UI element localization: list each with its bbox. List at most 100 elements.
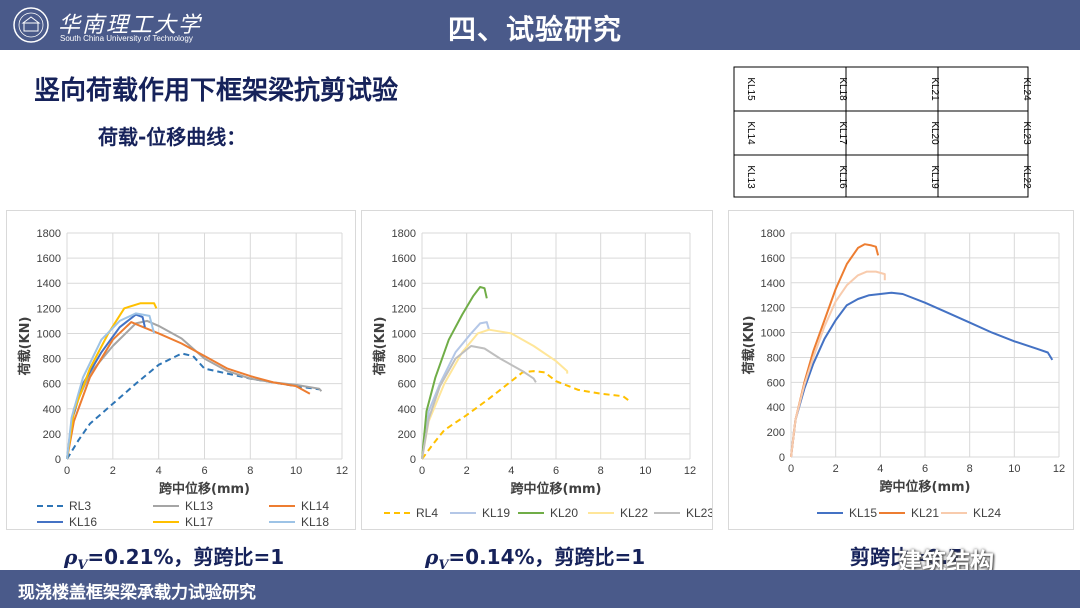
x-tick-label: 0 bbox=[419, 465, 425, 477]
y-tick-label: 1600 bbox=[392, 253, 416, 265]
legend-label-kl24: KL24 bbox=[973, 506, 1001, 520]
rho-symbol: ρ bbox=[425, 545, 439, 569]
beam-label-kl18: KL18 bbox=[837, 77, 848, 101]
plot-area: 0 200 400 600 800 1000 1200 1400 1600 1800 0 2 4 6 8 10… bbox=[392, 228, 697, 477]
legend-label-rl3: RL3 bbox=[69, 499, 91, 513]
y-tick-label: 1000 bbox=[37, 328, 61, 340]
series-line-kl18 bbox=[66, 312, 156, 460]
section-title: 四、试验研究 bbox=[448, 13, 623, 46]
legend-label-kl15: KL15 bbox=[849, 506, 877, 520]
y-tick-label: 0 bbox=[410, 454, 416, 466]
x-tick-label: 4 bbox=[877, 463, 883, 475]
caption-text: =0.21%，剪跨比=1 bbox=[87, 545, 285, 569]
footer-title: 现浇楼盖框架梁承载力试验研究 bbox=[18, 583, 256, 603]
beam-label-kl24: KL24 bbox=[1021, 77, 1032, 101]
y-tick-label: 400 bbox=[398, 404, 416, 416]
series-line-kl21 bbox=[790, 243, 880, 458]
y-tick-label: 1200 bbox=[392, 303, 416, 315]
y-axis-label: 荷载(KN) bbox=[741, 316, 757, 376]
y-axis-label: 荷载(KN) bbox=[372, 317, 388, 377]
caption-text: 剪跨比=0.7 bbox=[850, 545, 963, 569]
x-tick-label: 2 bbox=[833, 463, 839, 475]
x-tick-label: 8 bbox=[247, 465, 253, 477]
legend-label-kl18: KL18 bbox=[301, 515, 329, 529]
y-tick-label: 1800 bbox=[392, 228, 416, 240]
x-tick-label: 10 bbox=[290, 465, 302, 477]
y-tick-label: 1600 bbox=[37, 253, 61, 265]
series-line-rl3 bbox=[66, 352, 320, 460]
series-line-kl17 bbox=[66, 302, 158, 460]
legend-label-kl20: KL20 bbox=[550, 506, 578, 520]
y-tick-label: 1200 bbox=[37, 303, 61, 315]
y-tick-label: 1200 bbox=[761, 303, 785, 315]
series-line-kl24 bbox=[790, 270, 886, 458]
x-tick-label: 10 bbox=[639, 465, 651, 477]
y-tick-label: 600 bbox=[767, 377, 785, 389]
university-name-cn: 华南理工大学 bbox=[58, 13, 203, 38]
x-tick-label: 12 bbox=[684, 465, 696, 477]
y-tick-label: 1800 bbox=[37, 228, 61, 240]
y-tick-label: 600 bbox=[43, 379, 61, 391]
x-tick-label: 0 bbox=[788, 463, 794, 475]
y-tick-label: 200 bbox=[767, 427, 785, 439]
x-tick-label: 8 bbox=[598, 465, 604, 477]
x-tick-label: 12 bbox=[336, 465, 348, 477]
beam-label-kl20: KL20 bbox=[929, 121, 940, 145]
y-tick-label: 400 bbox=[767, 402, 785, 414]
footer-bar: 现浇楼盖框架梁承载力试验研究 bbox=[0, 570, 1080, 608]
caption-chart-3: 剪跨比=0.7 bbox=[850, 541, 962, 570]
x-tick-label: 0 bbox=[64, 465, 70, 477]
series-line-kl19 bbox=[421, 321, 490, 460]
x-tick-label: 8 bbox=[967, 463, 973, 475]
beam-label-kl19: KL19 bbox=[929, 165, 940, 189]
y-tick-label: 800 bbox=[43, 354, 61, 366]
y-tick-label: 1000 bbox=[392, 328, 416, 340]
beam-label-kl17: KL17 bbox=[837, 121, 848, 145]
series-line-kl13 bbox=[66, 319, 323, 460]
load-displacement-chart-1: 0 200 400 600 800 1000 1200 1400 1600 1800 0 2 4 6 8 10… bbox=[6, 210, 356, 530]
y-tick-label: 1400 bbox=[392, 278, 416, 290]
x-tick-label: 12 bbox=[1053, 463, 1065, 475]
beam-label-kl22: KL22 bbox=[1021, 165, 1032, 189]
plot-area: 0 200 400 600 800 1000 1200 1400 1600 1800 0 2 4 6 8 10… bbox=[37, 228, 349, 477]
y-tick-label: 0 bbox=[779, 452, 785, 464]
plot-area: 0 200 400 600 800 1000 1200 1400 1600 1800 0 2 4 6 8 10… bbox=[761, 228, 1066, 475]
x-tick-label: 4 bbox=[508, 465, 514, 477]
legend-label-kl21: KL21 bbox=[911, 506, 939, 520]
y-tick-label: 1400 bbox=[37, 278, 61, 290]
y-tick-label: 1800 bbox=[761, 228, 785, 240]
grid-border bbox=[733, 66, 1029, 198]
y-tick-label: 800 bbox=[767, 352, 785, 364]
y-axis-label: 荷载(KN) bbox=[17, 317, 33, 377]
legend-label-kl22: KL22 bbox=[620, 506, 648, 520]
legend-label-kl16: KL16 bbox=[69, 515, 97, 529]
x-tick-label: 2 bbox=[464, 465, 470, 477]
beam-label-kl16: KL16 bbox=[837, 165, 848, 189]
beam-label-kl13: KL13 bbox=[745, 165, 756, 189]
rho-subscript: V bbox=[77, 558, 88, 573]
series-line-kl14 bbox=[66, 321, 311, 460]
x-tick-label: 6 bbox=[553, 465, 559, 477]
load-displacement-chart-3: 0 200 400 600 800 1000 1200 1400 1600 1800 0 2 4 6 8 10… bbox=[728, 210, 1074, 530]
y-tick-label: 600 bbox=[398, 379, 416, 391]
x-axis-label: 跨中位移(mm) bbox=[159, 481, 250, 497]
series-line-kl20 bbox=[421, 286, 488, 460]
x-tick-label: 6 bbox=[201, 465, 207, 477]
university-seal-icon bbox=[13, 7, 49, 43]
series-line-kl22 bbox=[421, 328, 569, 460]
legend-label-kl23: KL23 bbox=[686, 506, 713, 520]
beam-label-kl21: KL21 bbox=[929, 77, 940, 101]
beam-label-kl15: KL15 bbox=[745, 77, 756, 101]
load-displacement-chart-2: 0 200 400 600 800 1000 1200 1400 1600 1800 0 2 4 6 8 10… bbox=[361, 210, 713, 530]
y-tick-label: 1600 bbox=[761, 253, 785, 265]
rho-symbol: ρ bbox=[64, 545, 78, 569]
legend-label-kl17: KL17 bbox=[185, 515, 213, 529]
x-axis-label: 跨中位移(mm) bbox=[880, 479, 971, 495]
x-tick-label: 2 bbox=[110, 465, 116, 477]
legend-label-kl14: KL14 bbox=[301, 499, 329, 513]
page-title: 竖向荷载作用下框架梁抗剪试验 bbox=[34, 76, 399, 106]
y-tick-label: 200 bbox=[43, 429, 61, 441]
y-tick-label: 200 bbox=[398, 429, 416, 441]
legend-label-rl4: RL4 bbox=[416, 506, 438, 520]
y-tick-label: 400 bbox=[43, 404, 61, 416]
